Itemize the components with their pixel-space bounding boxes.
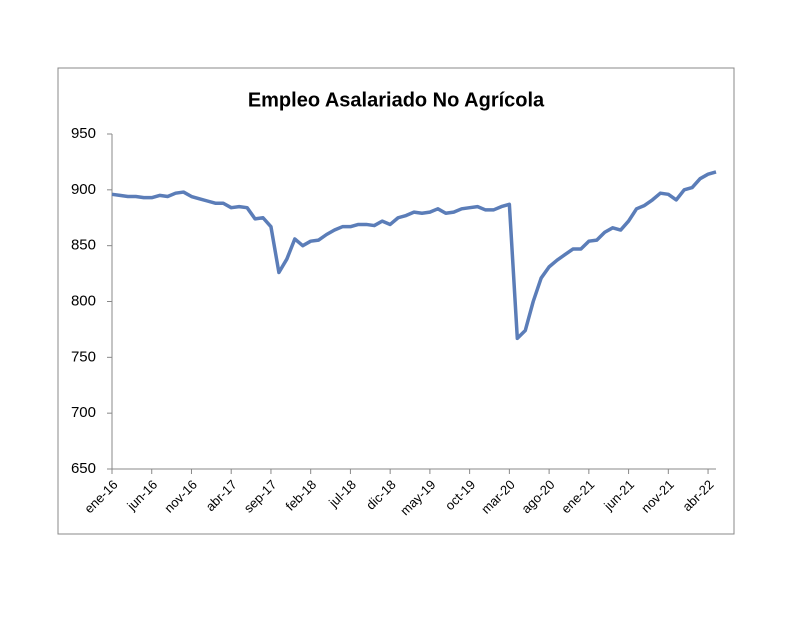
- y-tick-label: 900: [71, 181, 96, 198]
- y-tick-label: 950: [71, 125, 96, 142]
- y-tick-label: 750: [71, 348, 96, 365]
- y-tick-label: 650: [71, 460, 96, 477]
- chart-title: Empleo Asalariado No Agrícola: [248, 89, 545, 111]
- line-series: [111, 170, 717, 341]
- y-tick-label: 800: [71, 292, 96, 309]
- chart-border: [57, 67, 735, 535]
- y-tick-label: 850: [71, 237, 96, 254]
- y-tick-label: 700: [71, 404, 96, 421]
